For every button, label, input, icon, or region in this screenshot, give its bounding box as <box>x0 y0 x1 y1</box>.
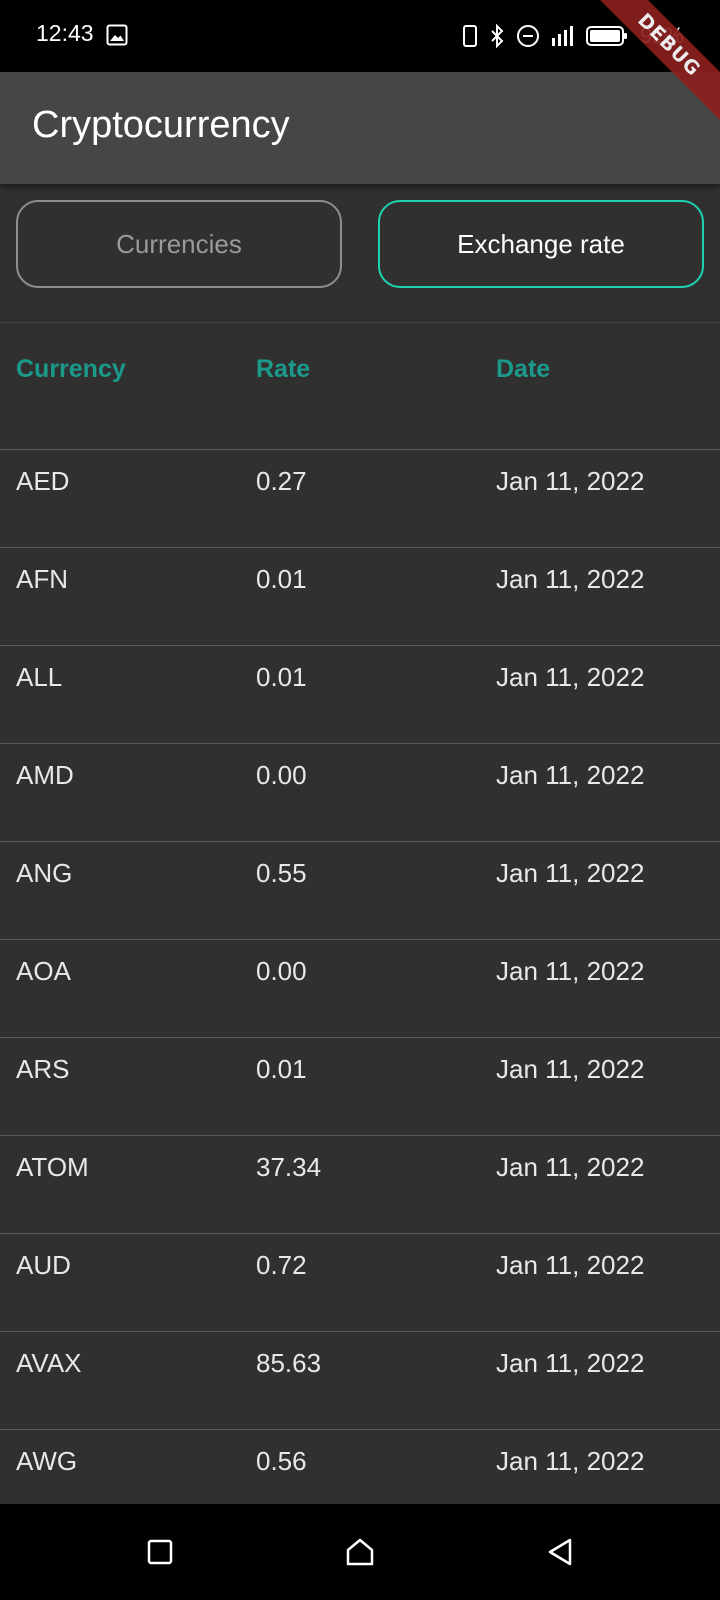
column-header-currency[interactable]: Currency <box>16 355 126 383</box>
cell-currency: ARS <box>16 1054 70 1084</box>
table-row[interactable]: AUD 0.72 Jan 11, 2022 <box>0 1233 720 1331</box>
cell-rate: 85.63 <box>256 1348 322 1378</box>
cell-date: Jan 11, 2022 <box>496 760 645 790</box>
cell-rate: 0.27 <box>256 466 307 496</box>
main-content: Currencies Exchange rate Currency Rate D… <box>0 184 720 1504</box>
app-bar: Cryptocurrency <box>0 72 720 184</box>
cell-currency: AFN <box>16 564 68 594</box>
status-bar: 12:43 <box>0 0 720 72</box>
tab-exchange-rate[interactable]: Exchange rate <box>378 200 704 288</box>
table-row[interactable]: AFN 0.01 Jan 11, 2022 <box>0 547 720 645</box>
signal-icon <box>550 24 576 48</box>
table-row[interactable]: ARS 0.01 Jan 11, 2022 <box>0 1037 720 1135</box>
cell-currency: ALL <box>16 662 63 692</box>
cell-currency: AUD <box>16 1250 71 1280</box>
cell-rate: 0.72 <box>256 1250 307 1280</box>
back-icon <box>548 1538 572 1566</box>
status-time: 12:43 <box>36 20 94 46</box>
column-header-rate[interactable]: Rate <box>256 355 311 383</box>
home-button[interactable] <box>336 1528 384 1576</box>
cell-rate: 0.00 <box>256 760 307 790</box>
cell-date: Jan 11, 2022 <box>496 1054 645 1084</box>
recent-apps-button[interactable] <box>136 1528 184 1576</box>
column-header-date[interactable]: Date <box>496 355 551 383</box>
cell-rate: 0.01 <box>256 662 307 692</box>
cell-rate: 37.34 <box>256 1152 322 1182</box>
cell-currency: AVAX <box>16 1348 82 1378</box>
cell-date: Jan 11, 2022 <box>496 1348 645 1378</box>
cell-currency: ANG <box>16 858 73 888</box>
cell-date: Jan 11, 2022 <box>496 956 645 986</box>
cell-currency: AMD <box>16 760 74 790</box>
table-row[interactable]: ATOM 37.34 Jan 11, 2022 <box>0 1135 720 1233</box>
cell-rate: 0.56 <box>256 1446 307 1476</box>
divider <box>0 322 720 323</box>
cell-currency: AWG <box>16 1446 78 1476</box>
table-row[interactable]: AWG 0.56 Jan 11, 2022 <box>0 1429 720 1504</box>
navigation-bar <box>0 1504 720 1600</box>
cell-date: Jan 11, 2022 <box>496 858 645 888</box>
table-row[interactable]: AMD 0.00 Jan 11, 2022 <box>0 743 720 841</box>
cell-rate: 0.55 <box>256 858 307 888</box>
cell-date: Jan 11, 2022 <box>496 662 645 692</box>
cell-date: Jan 11, 2022 <box>496 1446 645 1476</box>
image-notification-icon <box>106 24 128 46</box>
cell-rate: 0.01 <box>256 564 307 594</box>
cell-rate: 0.00 <box>256 956 307 986</box>
do-not-disturb-icon <box>516 24 540 48</box>
back-button[interactable] <box>536 1528 584 1576</box>
table-header: Currency Rate Date <box>0 323 720 449</box>
cell-rate: 0.01 <box>256 1054 307 1084</box>
cell-date: Jan 11, 2022 <box>496 564 645 594</box>
cell-currency: AOA <box>16 956 71 986</box>
battery-icon <box>585 24 628 48</box>
table-row[interactable]: ALL 0.01 Jan 11, 2022 <box>0 645 720 743</box>
cell-date: Jan 11, 2022 <box>496 1250 645 1280</box>
page-title: Cryptocurrency <box>32 104 290 146</box>
tab-currencies[interactable]: Currencies <box>16 200 342 288</box>
table-row[interactable]: AOA 0.00 Jan 11, 2022 <box>0 939 720 1037</box>
cell-date: Jan 11, 2022 <box>496 1152 645 1182</box>
exchange-rate-table: AED 0.27 Jan 11, 2022 AFN 0.01 Jan 11, 2… <box>0 449 720 1504</box>
table-row[interactable]: ANG 0.55 Jan 11, 2022 <box>0 841 720 939</box>
cell-currency: ATOM <box>16 1152 89 1182</box>
table-row[interactable]: AED 0.27 Jan 11, 2022 <box>0 449 720 547</box>
cell-date: Jan 11, 2022 <box>496 466 645 496</box>
square-icon <box>147 1539 173 1565</box>
cell-currency: AED <box>16 466 70 496</box>
vibrate-icon <box>462 24 478 48</box>
home-icon <box>346 1538 374 1566</box>
bluetooth-icon <box>488 24 506 48</box>
table-row[interactable]: AVAX 85.63 Jan 11, 2022 <box>0 1331 720 1429</box>
